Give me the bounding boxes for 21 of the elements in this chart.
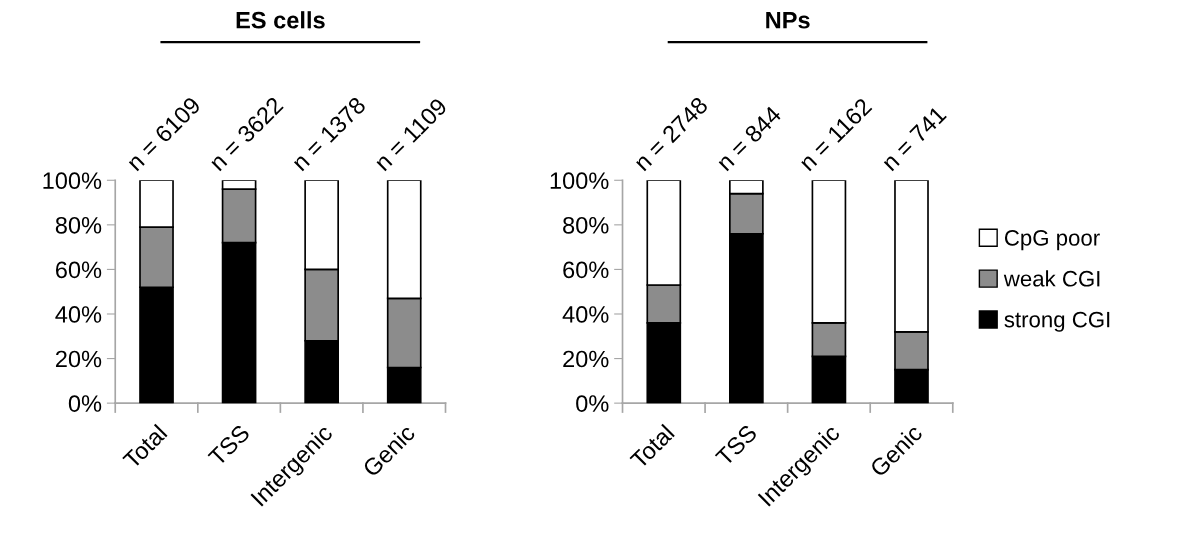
text: n = 844	[715, 105, 783, 172]
chart-title: ES cells	[236, 11, 325, 29]
y-tick-label: 40%	[55, 306, 102, 323]
chart-title: NPs	[766, 12, 810, 29]
y-tick-label: 60%	[563, 261, 609, 279]
y-tick-label: 0%	[68, 395, 102, 412]
legend-label: weak CGI	[1003, 270, 1100, 287]
y-tick-label: 60%	[55, 261, 102, 279]
legend-label: CpG poor	[1004, 230, 1100, 251]
y-tick-label: 100%	[43, 172, 102, 190]
y-tick-label: 80%	[55, 216, 102, 234]
y-tick-label: 100%	[550, 172, 609, 190]
y-tick-label: 80%	[563, 216, 609, 234]
y-tick-label: 20%	[55, 350, 102, 368]
x-tick-label: TSS	[714, 423, 758, 467]
x-tick-label: TSS	[207, 423, 251, 467]
text: n = 741	[881, 105, 947, 172]
legend-label: strong CGI	[1004, 311, 1110, 332]
y-tick-label: 0%	[576, 395, 609, 412]
y-tick-label: 40%	[562, 306, 609, 323]
y-tick-label: 20%	[563, 350, 609, 368]
